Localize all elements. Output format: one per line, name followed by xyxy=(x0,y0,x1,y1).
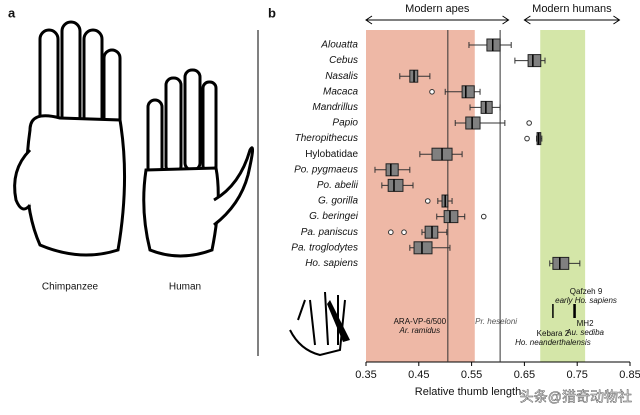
category-label: Nasalis xyxy=(325,71,358,82)
fossil-taxon: Ar. ramidus xyxy=(399,326,441,335)
thumb-highlight xyxy=(327,300,350,342)
category-label: Macaca xyxy=(323,86,358,97)
outlier xyxy=(388,229,394,235)
range-arrow xyxy=(365,15,510,25)
category-label: Theropithecus xyxy=(295,133,358,144)
fossil-taxon: Ho. neanderthalensis xyxy=(515,338,591,347)
box xyxy=(413,241,433,255)
box xyxy=(480,100,493,114)
box xyxy=(387,178,404,192)
region xyxy=(366,30,475,362)
fossil-name: Pr. heseloni xyxy=(475,317,517,326)
region xyxy=(540,30,586,362)
box xyxy=(385,163,399,177)
category-label: Hylobatidae xyxy=(305,149,358,160)
fossil-name: Kebara 2 xyxy=(537,329,570,338)
x-tick-label: 0.45 xyxy=(408,369,429,381)
outlier xyxy=(424,198,431,204)
fossil-name: Qafzeh 9 xyxy=(570,287,603,296)
box xyxy=(443,210,459,224)
outlier xyxy=(401,229,407,235)
x-tick-label: 0.75 xyxy=(566,369,587,381)
fossil-taxon: Au. sediba xyxy=(565,328,604,337)
category-label: Alouatta xyxy=(320,40,358,51)
x-tick-label: 0.65 xyxy=(514,369,535,381)
region-label: Modern apes xyxy=(405,3,470,15)
outlier xyxy=(429,89,435,95)
category-label: G. gorilla xyxy=(318,196,358,207)
hand-label: Human xyxy=(169,282,201,293)
watermark: 头条@猎奇动物社 xyxy=(520,389,632,405)
box xyxy=(527,54,542,68)
outlier xyxy=(524,135,530,142)
human-hand xyxy=(142,68,255,258)
category-label: Po. pygmaeus xyxy=(294,164,358,175)
x-tick-label: 0.85 xyxy=(619,369,640,381)
category-label: Po. abelii xyxy=(317,180,359,191)
category-label: Mandrillus xyxy=(312,102,358,113)
box xyxy=(552,256,570,270)
category-label: Cebus xyxy=(329,55,358,66)
chimp-hand xyxy=(13,20,127,257)
outlier xyxy=(480,213,487,220)
fossil-taxon: early Ho. sapiens xyxy=(555,296,617,305)
box xyxy=(465,116,481,130)
box xyxy=(486,38,501,52)
panel-label: b xyxy=(268,5,276,20)
x-tick-label: 0.55 xyxy=(461,369,482,381)
box xyxy=(461,85,475,99)
category-label: G. beringei xyxy=(309,211,359,222)
outlier xyxy=(526,120,532,126)
category-label: Papio xyxy=(332,118,358,129)
hand-skeleton xyxy=(289,291,346,357)
panel-label: a xyxy=(8,5,16,20)
range-arrow xyxy=(523,15,621,25)
category-label: Pa. paniscus xyxy=(301,227,358,238)
x-tick-label: 0.35 xyxy=(355,369,376,381)
category-label: Pa. troglodytes xyxy=(291,242,358,253)
x-axis-label: Relative thumb length xyxy=(415,386,521,398)
hand-label: Chimpanzee xyxy=(42,282,99,293)
region-label: Modern humans xyxy=(532,3,612,15)
fossil-name: MH2 xyxy=(577,319,594,328)
fossil-name: ARA-VP-6/500 xyxy=(394,317,447,326)
category-label: Ho. sapiens xyxy=(305,258,358,269)
